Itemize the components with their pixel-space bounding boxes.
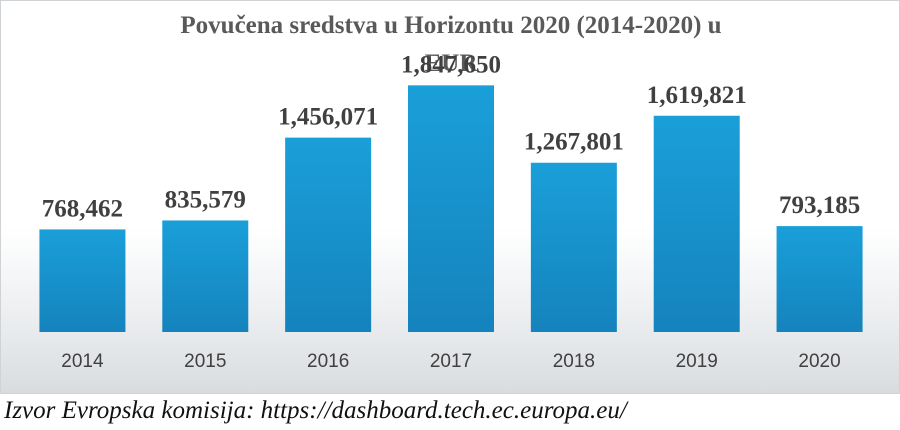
bar-2019: [653, 115, 740, 332]
x-tick-label-2015: 2015: [184, 351, 226, 372]
value-label-2018: 1,267,801: [524, 129, 624, 156]
bar-2014: [39, 229, 126, 332]
x-tick-labels-group: 2014 2015 2016 2017 2018 2019 2020: [61, 351, 840, 372]
bar-2017: [408, 85, 494, 333]
value-label-2014: 768,462: [42, 195, 123, 222]
chart-title-line-1: Povučena sredstva u Horizontu 2020 (2014…: [180, 12, 722, 39]
value-label-2017: 1,847,650: [401, 51, 501, 78]
chart-frame: Povučena sredstva u Horizontu 2020 (2014…: [0, 0, 900, 394]
bar-2018: [530, 162, 617, 332]
x-tick-label-2017: 2017: [430, 351, 472, 372]
x-tick-label-2018: 2018: [553, 351, 595, 372]
chart-title: Povučena sredstva u Horizontu 2020 (2014…: [1, 7, 900, 83]
bar-chart: 768,462 835,579 1,456,071 1,847,650 1,267,80…: [39, 51, 863, 372]
chart-title-line-2: EUR: [424, 50, 478, 77]
value-label-2019: 1,619,821: [647, 82, 747, 109]
bar-2015: [162, 220, 249, 332]
value-label-2015: 835,579: [165, 186, 246, 213]
source-note: Izvor Evropska komisija: https://dashboa…: [4, 397, 627, 424]
value-label-2020: 793,185: [779, 192, 860, 219]
value-labels-group: 768,462 835,579 1,456,071 1,847,650 1,267,80…: [42, 51, 860, 222]
x-tick-label-2016: 2016: [307, 351, 349, 372]
bar-2020: [776, 226, 863, 332]
value-label-2016: 1,456,071: [278, 104, 378, 131]
bars-group: [39, 85, 863, 333]
x-tick-label-2014: 2014: [61, 351, 104, 372]
bar-2016: [285, 137, 372, 332]
x-tick-label-2019: 2019: [676, 351, 718, 372]
x-tick-label-2020: 2020: [798, 351, 840, 372]
